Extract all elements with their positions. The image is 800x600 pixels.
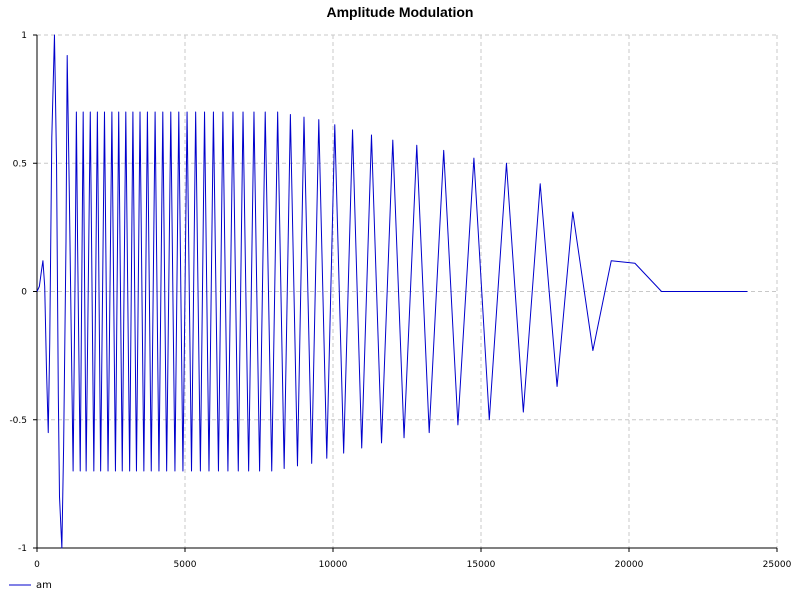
y-tick-label: -1 [18,544,27,554]
y-tick-label: 1 [21,31,27,41]
series-line-am [36,34,748,549]
legend-label-am: am [36,580,52,591]
x-tick-label: 15000 [467,560,496,570]
tick-labels: 0 5000 10000 15000 20000 25000 -1 -0.5 0 0.5 1 [9,31,791,570]
x-tick-label: 0 [34,560,40,570]
y-tick-label: 0.5 [13,159,27,169]
x-tick-label: 20000 [615,560,644,570]
legend: am [9,580,52,591]
x-tick-label: 25000 [763,560,792,570]
x-tick-label: 10000 [319,560,348,570]
x-tick-label: 5000 [174,560,197,570]
plot-area [36,34,748,549]
y-tick-label: 0 [21,288,27,298]
y-tick-label: -0.5 [9,416,27,426]
chart-title: Amplitude Modulation [327,4,474,20]
grid [37,34,778,548]
